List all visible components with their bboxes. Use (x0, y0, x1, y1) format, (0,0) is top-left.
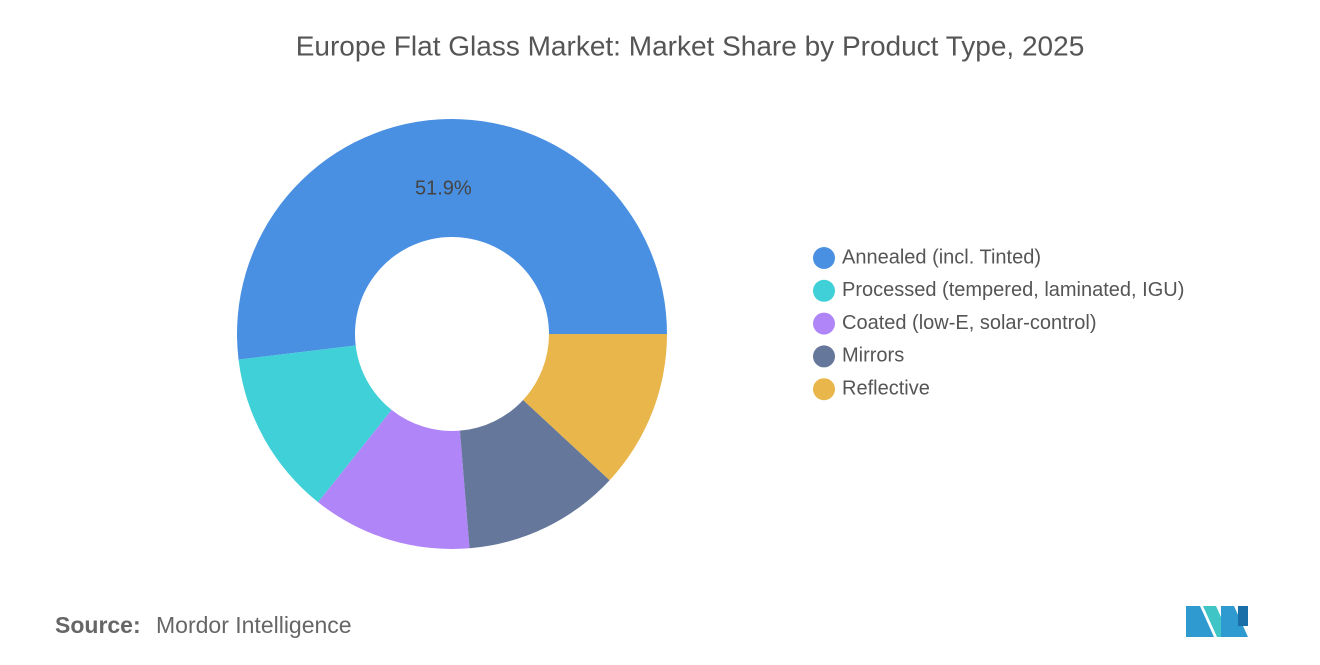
legend-label: Coated (low-E, solar-control) (842, 312, 1097, 334)
donut-segment (238, 345, 392, 503)
legend-marker (813, 279, 835, 302)
legend-marker (813, 247, 835, 269)
logo (1186, 606, 1248, 637)
donut-segment (318, 409, 470, 549)
source: Mordor Intelligence (156, 612, 352, 638)
donut-segment (237, 119, 667, 360)
donut-segment (459, 399, 610, 549)
legend-marker (813, 378, 835, 401)
legend-marker (813, 345, 835, 368)
donut-segment (523, 334, 667, 481)
chart-title: Europe Flat Glass Market: Market Share b… (296, 30, 1085, 61)
source-label: Source: (55, 612, 141, 638)
legend-label: Mirrors (842, 345, 904, 367)
legend-label: Processed (tempered, laminated, IGU) (842, 279, 1184, 301)
legend-label: Annealed (incl. Tinted) (842, 246, 1041, 268)
legend-marker (813, 312, 835, 335)
legend-label: Reflective (842, 377, 930, 399)
data-label: 51.9% (415, 178, 472, 200)
